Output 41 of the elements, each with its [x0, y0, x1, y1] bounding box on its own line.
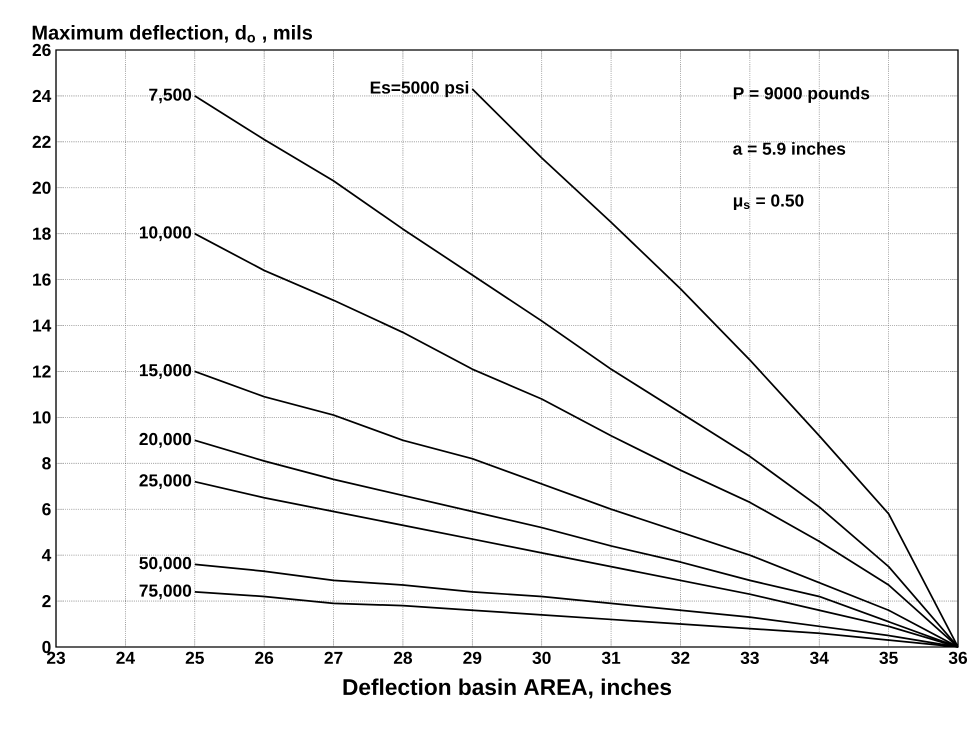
- x-tick-label: 27: [324, 652, 342, 664]
- series-label: 7,500: [149, 88, 192, 104]
- series-label: 10,000: [140, 226, 192, 242]
- series-label: 50,000: [139, 556, 192, 572]
- x-tick-label: 26: [255, 652, 274, 664]
- annotation: a = 5.9 inches: [733, 142, 846, 155]
- y-tick-label: 6: [42, 503, 51, 516]
- x-tick-label: 33: [740, 652, 759, 664]
- annotation: P = 9000 pounds: [734, 86, 870, 103]
- x-tick-label: 31: [602, 652, 620, 664]
- y-tick-label: 18: [33, 228, 51, 240]
- y-tick-label: 14: [33, 320, 52, 332]
- x-tick-label: 25: [186, 652, 204, 664]
- x-tick-label: 24: [116, 652, 135, 664]
- x-tick-label: 36: [948, 652, 968, 664]
- x-tick-label: 23: [46, 652, 66, 664]
- series-label: 75,000: [140, 584, 192, 600]
- x-tick-label: 32: [671, 652, 690, 664]
- x-tick-label: 34: [810, 652, 829, 664]
- series-label: Es=5000 psi: [370, 80, 468, 98]
- y-tick-label: 22: [32, 136, 51, 148]
- annotation: μ$_{s}$ = 0.50: [734, 194, 804, 210]
- y-tick-label: 26: [32, 44, 51, 56]
- x-tick-label: 35: [879, 652, 898, 664]
- x-tick-label: 30: [532, 652, 551, 664]
- y-axis-title: Maximum deflection, d$_{o}$ , mils: [32, 25, 312, 43]
- y-tick-label: 12: [33, 365, 51, 378]
- series-label: 20,000: [139, 432, 192, 448]
- y-tick-label: 10: [33, 411, 51, 424]
- x-tick-label: 28: [394, 652, 412, 664]
- y-tick-label: 8: [42, 457, 51, 470]
- x-tick-label: 29: [463, 652, 482, 664]
- y-tick-label: 20: [32, 182, 51, 194]
- x-axis-title: Deflection basin AREA, inches: [344, 678, 672, 698]
- series-label: 15,000: [140, 364, 192, 379]
- y-tick-label: 2: [42, 595, 51, 608]
- series-label: 25,000: [139, 474, 192, 490]
- y-tick-label: 0: [42, 640, 51, 654]
- y-tick-label: 4: [42, 549, 52, 562]
- y-tick-label: 16: [33, 273, 51, 286]
- y-tick-label: 24: [32, 90, 52, 102]
